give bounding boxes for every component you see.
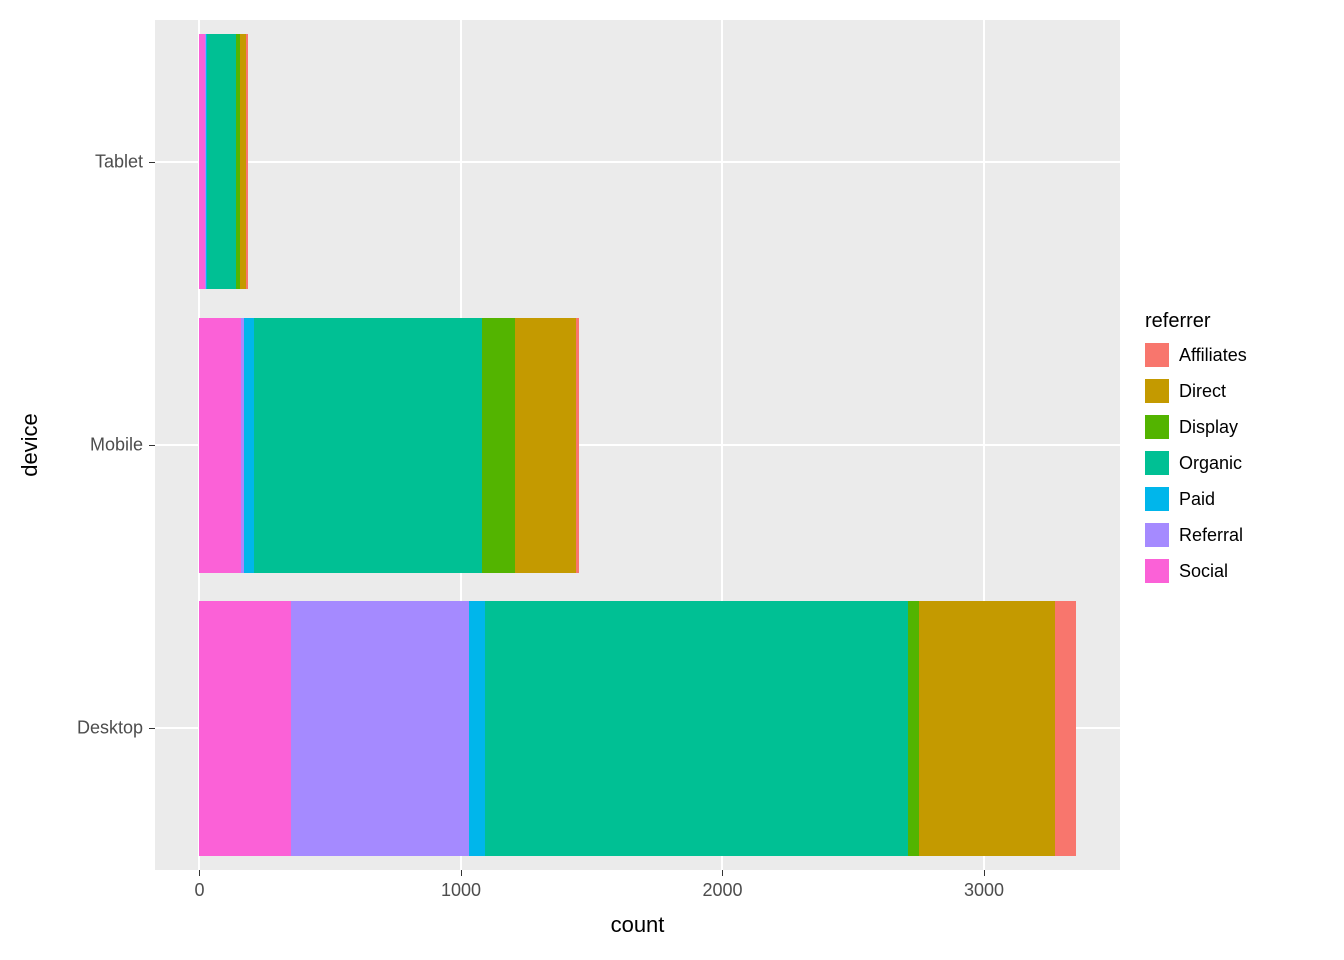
y-tick-label: Tablet	[95, 151, 143, 172]
legend-item: Paid	[1145, 487, 1247, 511]
x-tick-label: 2000	[702, 880, 742, 901]
y-tick-label: Mobile	[90, 435, 143, 456]
legend-label: Paid	[1179, 489, 1215, 510]
bar-segment	[240, 34, 247, 289]
bar-segment	[244, 318, 254, 573]
y-axis-title: device	[17, 413, 43, 477]
bar-segment	[908, 601, 918, 856]
bar-segment	[254, 318, 482, 573]
legend-item: Referral	[1145, 523, 1247, 547]
bar-segment	[515, 318, 576, 573]
legend: referrer Affiliates Direct Display Organic P…	[1145, 310, 1247, 595]
bar-segment	[576, 318, 579, 573]
bar-segment	[469, 601, 485, 856]
legend-label: Organic	[1179, 453, 1242, 474]
legend-label: Affiliates	[1179, 345, 1247, 366]
legend-swatch	[1145, 415, 1169, 439]
grid-line-horizontal	[155, 161, 1120, 163]
x-tick-mark	[199, 870, 200, 876]
bar-segment	[199, 601, 291, 856]
x-tick-label: 1000	[441, 880, 481, 901]
y-tick-label: Desktop	[77, 718, 143, 739]
x-tick-label: 0	[194, 880, 204, 901]
plot-panel	[155, 20, 1120, 870]
y-tick-mark	[149, 162, 155, 163]
legend-label: Social	[1179, 561, 1228, 582]
x-tick-mark	[722, 870, 723, 876]
bar-segment	[291, 601, 469, 856]
x-tick-mark	[984, 870, 985, 876]
legend-item: Organic	[1145, 451, 1247, 475]
chart-container: count device referrer Affiliates Direct Di…	[0, 0, 1344, 960]
x-tick-label: 3000	[964, 880, 1004, 901]
legend-item: Affiliates	[1145, 343, 1247, 367]
bar-segment	[199, 318, 241, 573]
legend-swatch	[1145, 487, 1169, 511]
x-axis-title: count	[611, 912, 665, 938]
y-tick-mark	[149, 445, 155, 446]
bar-segment	[207, 34, 236, 289]
y-tick-mark	[149, 728, 155, 729]
legend-item: Display	[1145, 415, 1247, 439]
legend-swatch	[1145, 451, 1169, 475]
legend-item: Social	[1145, 559, 1247, 583]
legend-swatch	[1145, 379, 1169, 403]
legend-swatch	[1145, 559, 1169, 583]
legend-label: Referral	[1179, 525, 1243, 546]
legend-swatch	[1145, 523, 1169, 547]
legend-title: referrer	[1145, 310, 1247, 333]
legend-item: Direct	[1145, 379, 1247, 403]
bar-segment	[246, 34, 248, 289]
bar-segment	[1055, 601, 1076, 856]
legend-label: Direct	[1179, 381, 1226, 402]
bar-segment	[482, 318, 515, 573]
legend-label: Display	[1179, 417, 1238, 438]
legend-swatch	[1145, 343, 1169, 367]
x-tick-mark	[461, 870, 462, 876]
bar-segment	[919, 601, 1055, 856]
bar-segment	[485, 601, 909, 856]
